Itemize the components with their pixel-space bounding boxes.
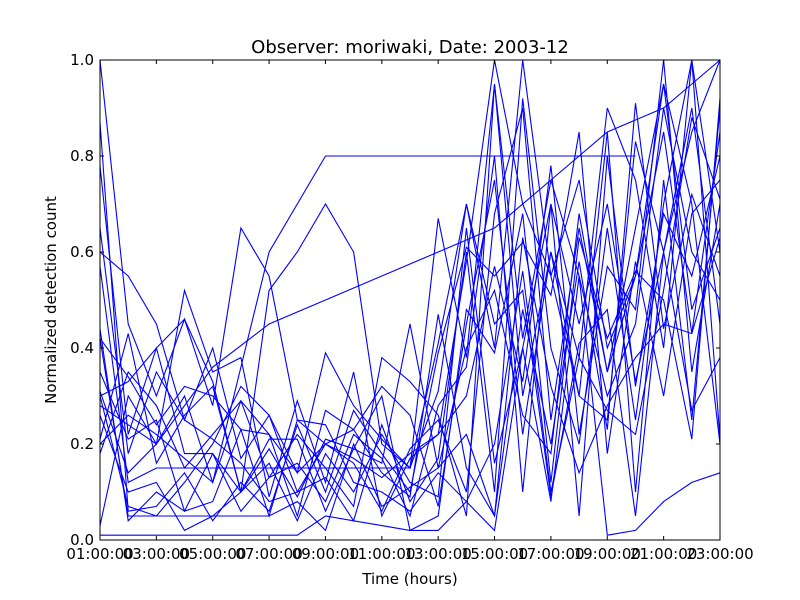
x-tick-label: 01:00:00 — [66, 545, 133, 563]
x-tick-label: 07:00:00 — [235, 545, 302, 563]
series-layer — [99, 59, 721, 536]
series-line-9 — [99, 107, 721, 518]
series-line-10 — [99, 59, 721, 526]
y-axis: 0.0 0.2 0.4 0.6 0.8 1.0 — [70, 51, 720, 549]
series-line-13 — [99, 83, 721, 498]
series-line-11 — [99, 103, 721, 532]
plot-frame — [99, 59, 721, 541]
series-line-3 — [99, 59, 721, 517]
x-tick-label: 17:00:00 — [517, 545, 584, 563]
series-line-1 — [99, 59, 721, 479]
x-tick-label: 19:00:00 — [574, 545, 641, 563]
series-line-7 — [99, 107, 721, 513]
series-line-8 — [99, 122, 721, 522]
y-tick-label: 0.4 — [70, 339, 94, 357]
series-line-17 — [99, 237, 721, 518]
x-axis-label: Time (hours) — [361, 570, 457, 588]
chart-title: Observer: moriwaki, Date: 2003-12 — [251, 37, 569, 58]
x-tick-label: 23:00:00 — [686, 545, 753, 563]
x-tick-label: 09:00:00 — [292, 545, 359, 563]
series-line-4 — [99, 59, 721, 523]
y-tick-label: 0.2 — [70, 435, 94, 453]
x-tick-label: 13:00:00 — [404, 545, 471, 563]
series-line-5 — [99, 83, 721, 522]
x-tick-label: 21:00:00 — [630, 545, 697, 563]
series-line-12 — [99, 203, 721, 517]
x-tick-label: 15:00:00 — [461, 545, 528, 563]
x-tick-label: 03:00:00 — [123, 545, 190, 563]
y-axis-label: Normalized detection count — [42, 196, 60, 404]
series-line-15 — [99, 155, 721, 532]
series-line-20 — [99, 59, 721, 445]
x-tick-label: 11:00:00 — [348, 545, 415, 563]
y-tick-label: 0.0 — [70, 531, 94, 549]
series-line-6 — [99, 59, 721, 518]
x-axis: 01:00:0003:00:0005:00:0007:00:0009:00:00… — [66, 60, 754, 563]
series-line-18 — [99, 98, 721, 532]
series-line-14 — [99, 117, 721, 518]
y-tick-label: 0.8 — [70, 147, 94, 165]
series-line-2 — [99, 83, 721, 493]
x-tick-label: 05:00:00 — [179, 545, 246, 563]
y-tick-label: 0.6 — [70, 243, 94, 261]
y-tick-label: 1.0 — [70, 51, 94, 69]
series-line-19 — [99, 155, 636, 484]
